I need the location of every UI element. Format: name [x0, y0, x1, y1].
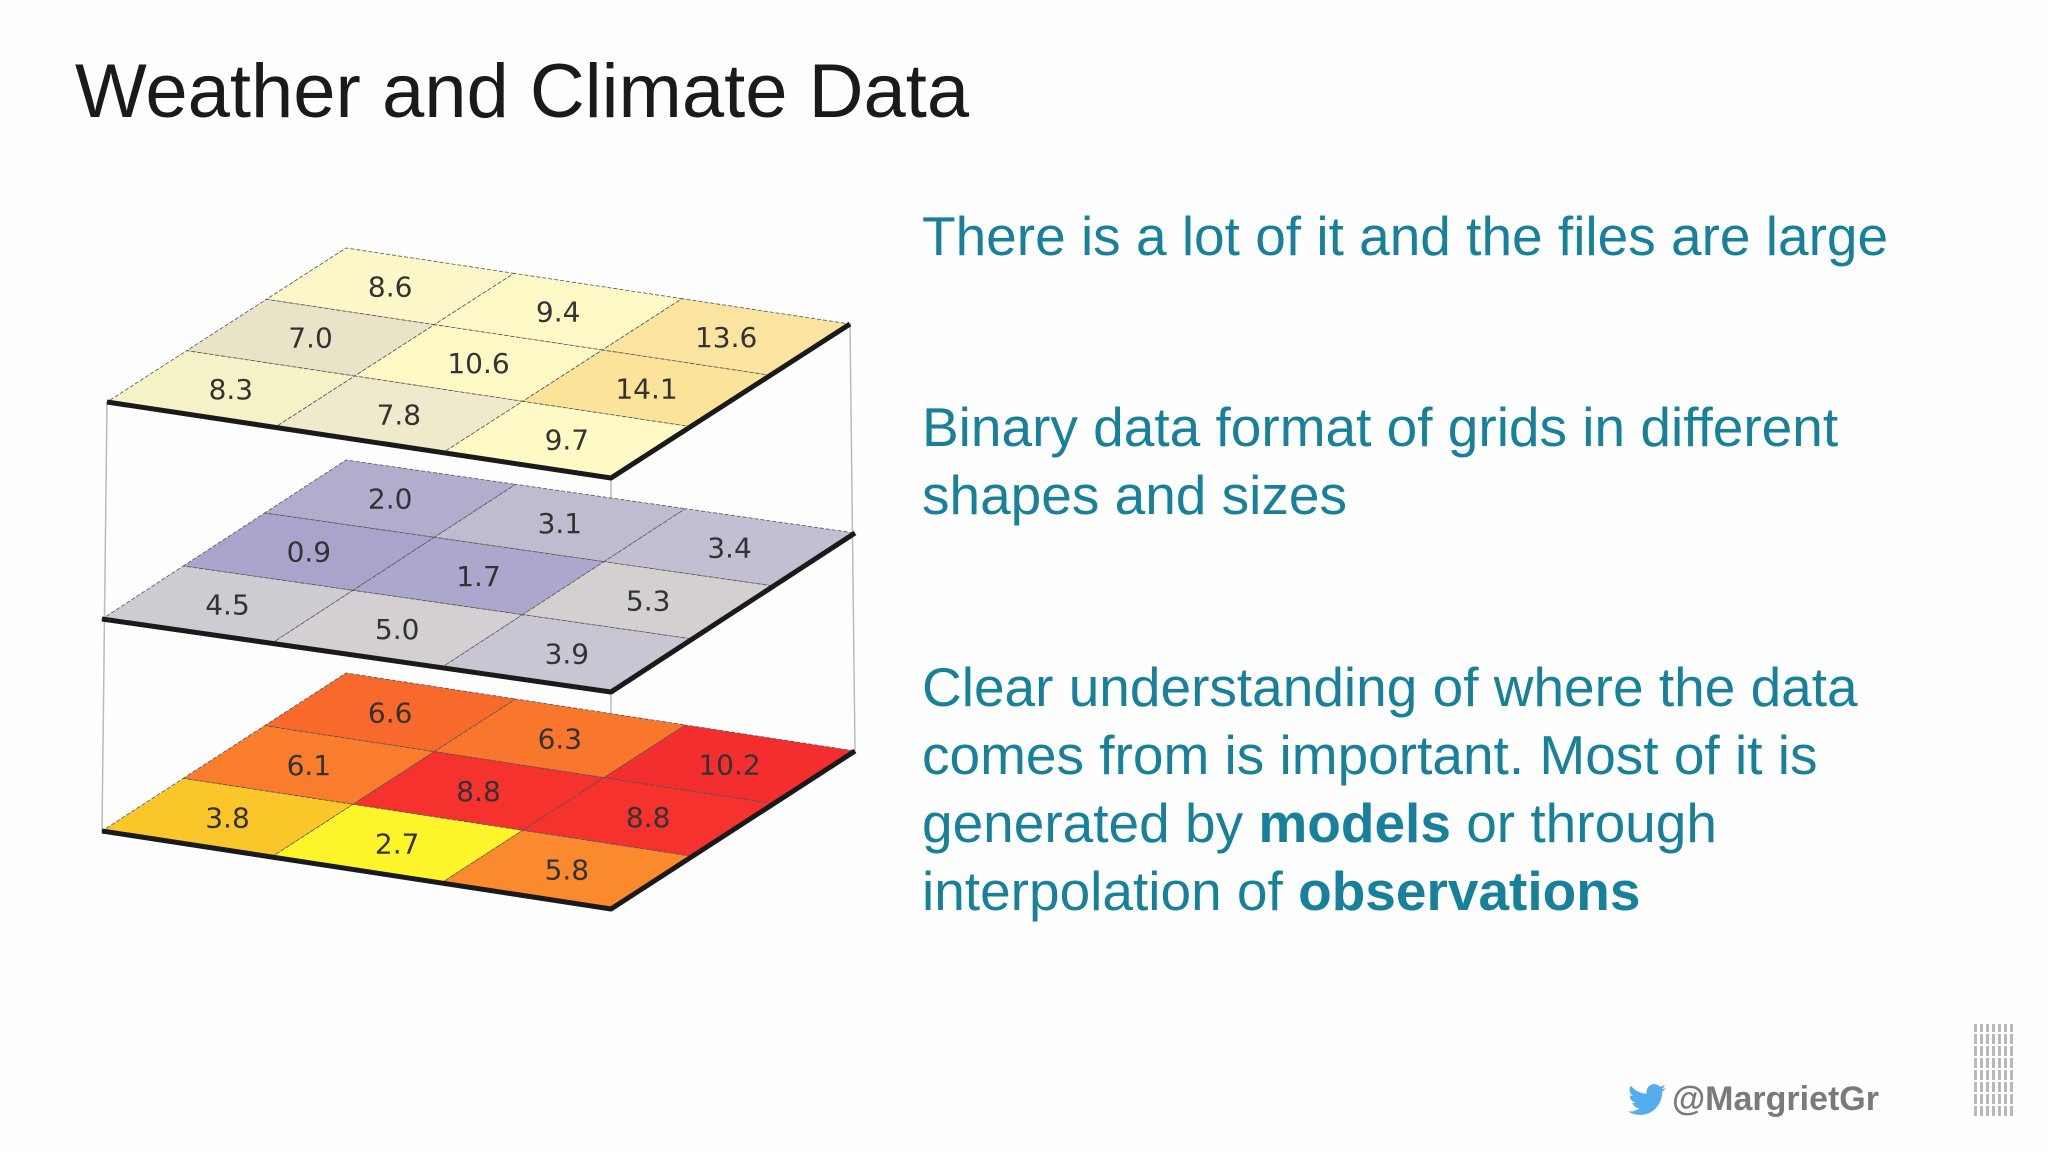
cell-value: 8.8: [456, 775, 501, 808]
cell-value: 1.7: [456, 560, 501, 593]
cell-value: 9.4: [536, 296, 581, 329]
bullet-data-origin: Clear understanding of where the data co…: [922, 653, 1942, 925]
bullet-files-large: There is a lot of it and the files are l…: [922, 205, 1889, 267]
twitter-handle: @MargrietGr: [1628, 1080, 1879, 1119]
cell-value: 14.1: [615, 372, 677, 405]
twitter-bird-icon: [1628, 1083, 1666, 1115]
grid-layer-bottom: 6.6 6.3 10.2 6.1 8.8 8.8 3.8 2.7 5.8: [100, 672, 857, 912]
slide-title: Weather and Climate Data: [75, 49, 970, 134]
grid-layer-top: 8.6 9.4 13.6 7.0 10.6 14.1 8.3 7.8 9.7: [105, 247, 852, 481]
cell-value: 7.0: [288, 322, 333, 355]
cell-value: 3.1: [538, 507, 583, 540]
cell-value: 6.3: [538, 722, 583, 755]
layer-edge: [101, 748, 857, 912]
grid-layer-middle: 2.0 3.1 3.4 0.9 1.7 5.3 4.5 5.0 3.9: [100, 459, 857, 695]
cell-value: 6.6: [368, 696, 413, 729]
cell-value: 2.7: [375, 828, 420, 861]
bullet-binary-format: Binary data format of grids in different…: [922, 396, 1839, 526]
cell-value: 4.5: [205, 589, 250, 622]
cell-value: 3.9: [545, 637, 590, 670]
cell-value: 5.0: [375, 613, 420, 646]
cell-value: 10.6: [447, 347, 509, 380]
layer-edge: [101, 530, 857, 695]
cell-value: 5.3: [626, 584, 671, 617]
origin-text-1: Clear understanding of where the data co…: [922, 656, 1858, 854]
models-emphasis: models: [1258, 792, 1451, 854]
cell-value: 3.8: [205, 802, 250, 835]
cell-value: 6.1: [287, 749, 332, 782]
cell-value: 8.8: [626, 801, 671, 834]
cell-value: 10.2: [698, 748, 760, 781]
cell-value: 8.3: [209, 373, 254, 406]
ibm-logo: [1972, 1024, 2016, 1116]
cell-value: 0.9: [287, 536, 332, 569]
cell-value: 3.4: [707, 531, 752, 564]
cell-value: 8.6: [368, 270, 413, 303]
connector-line: [101, 401, 108, 832]
cell-value: 7.8: [377, 398, 422, 431]
handle-text: @MargrietGr: [1672, 1080, 1879, 1118]
layer-edge: [106, 321, 852, 481]
cell-value: 9.7: [545, 424, 590, 457]
cell-value: 2.0: [368, 483, 413, 516]
cell-value: 5.8: [545, 854, 590, 887]
observations-emphasis: observations: [1298, 860, 1641, 922]
cell-value: 13.6: [695, 321, 757, 354]
origin-text-2: or through interpolation of: [922, 792, 1717, 922]
